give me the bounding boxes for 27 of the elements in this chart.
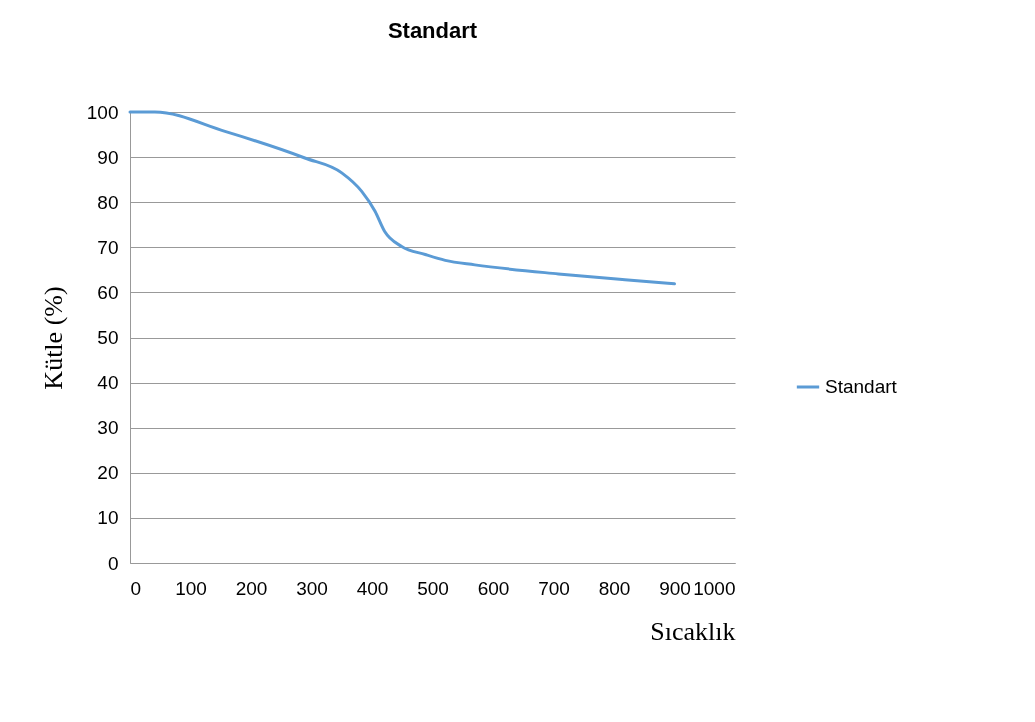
y-tick-label: 40 bbox=[97, 372, 119, 394]
x-tick-label: 200 bbox=[235, 577, 268, 599]
line-series bbox=[128, 110, 676, 286]
x-tick-label: 500 bbox=[417, 577, 449, 599]
y-tick-label: 10 bbox=[97, 507, 119, 529]
y-tick-label: 60 bbox=[97, 281, 119, 303]
legend-label: Standart bbox=[825, 376, 898, 397]
y-tick-label: 30 bbox=[97, 417, 119, 439]
x-tick-label: 0 bbox=[130, 577, 142, 599]
y-tick-label: 80 bbox=[97, 191, 119, 213]
x-tick-label: 300 bbox=[296, 577, 328, 599]
y-tick-label: 90 bbox=[97, 146, 119, 168]
x-tick-label: 700 bbox=[538, 577, 570, 599]
x-tick-label: 800 bbox=[598, 577, 631, 599]
chart-title: Standart bbox=[387, 18, 478, 43]
x-tick-label: 100 bbox=[175, 577, 207, 599]
x-tick-label: 900 bbox=[659, 577, 691, 599]
x-tick-label: 400 bbox=[356, 577, 389, 599]
y-tick-label: 50 bbox=[97, 327, 119, 348]
y-tick-label: 20 bbox=[97, 462, 119, 484]
y-tick-label: 100 bbox=[86, 101, 119, 123]
y-tick-label: 0 bbox=[107, 552, 119, 574]
x-tick-label: 1000 bbox=[693, 577, 736, 599]
x-tick-label: 600 bbox=[477, 577, 510, 599]
y-tick-label: 70 bbox=[97, 236, 119, 258]
x-axis-title: Sıcaklık bbox=[650, 616, 736, 646]
y-axis-title: Kütle (%) bbox=[38, 286, 68, 390]
